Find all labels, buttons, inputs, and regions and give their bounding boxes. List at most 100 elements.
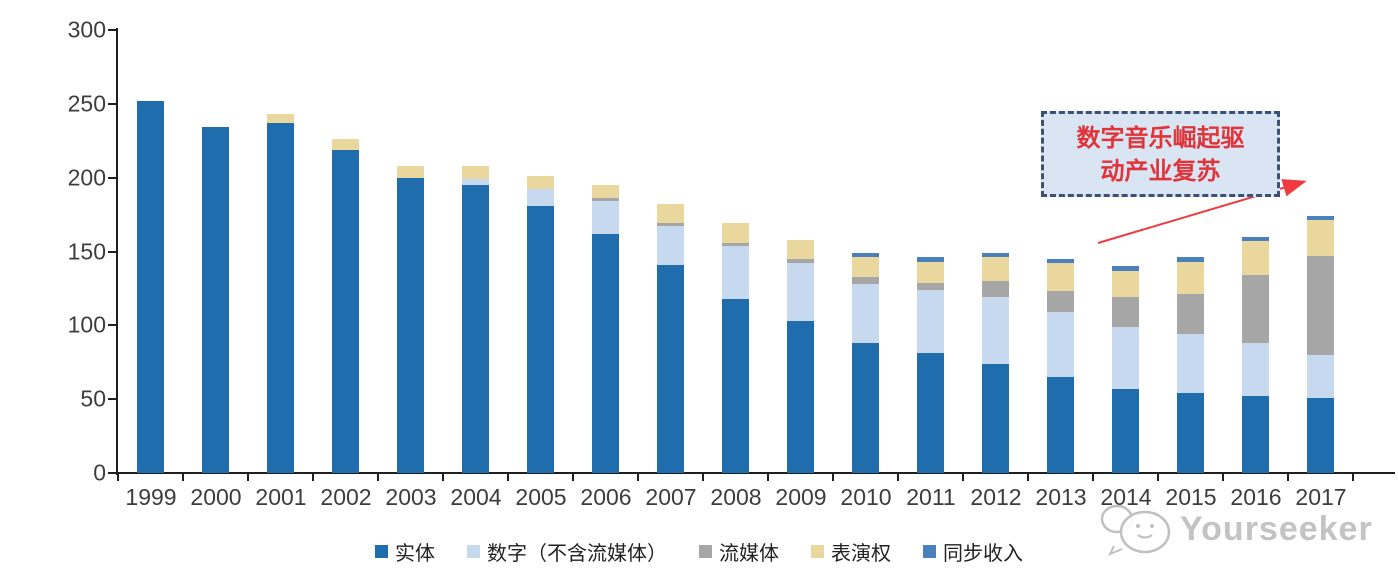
bar-segment xyxy=(592,185,619,199)
legend-label: 流媒体 xyxy=(719,541,779,565)
bar-2007 xyxy=(657,0,684,473)
bar-segment xyxy=(527,205,554,473)
x-axis-label: 2003 xyxy=(385,484,437,510)
x-axis-label: 2006 xyxy=(580,484,632,510)
bar-segment xyxy=(592,198,619,202)
bar-segment xyxy=(1307,397,1334,473)
bar-segment xyxy=(267,114,294,124)
y-axis-label: 50 xyxy=(80,385,106,412)
bar-2011 xyxy=(917,0,944,473)
bar-segment xyxy=(917,282,944,290)
bar-segment xyxy=(202,127,229,473)
legend-swatch-icon xyxy=(699,545,712,558)
y-axis-tick xyxy=(108,250,116,253)
x-axis-tick xyxy=(1157,474,1159,481)
bar-2014 xyxy=(1112,0,1139,473)
bar-segment xyxy=(787,320,814,473)
bar-segment xyxy=(982,257,1009,282)
bar-2009 xyxy=(787,0,814,473)
x-axis-label: 2016 xyxy=(1230,484,1282,510)
bar-2002 xyxy=(332,0,359,473)
bar-segment xyxy=(137,100,164,473)
bar-segment xyxy=(852,276,879,284)
chart-legend: 实体 数字（不含流媒体） 流媒体 表演权 同步收入 xyxy=(0,537,1398,566)
bar-segment xyxy=(1112,270,1139,298)
legend-label: 实体 xyxy=(395,541,435,565)
x-axis-tick xyxy=(572,474,574,481)
bar-segment xyxy=(852,257,879,277)
bar-segment xyxy=(1242,275,1269,344)
x-axis-tick xyxy=(1352,474,1354,481)
x-axis-label: 2010 xyxy=(840,484,892,510)
annotation-callout-box: 数字音乐崛起驱 动产业复苏 xyxy=(1041,111,1280,197)
x-axis-label: 2012 xyxy=(970,484,1022,510)
bar-segment xyxy=(1242,241,1269,276)
bar-segment xyxy=(1242,236,1269,242)
bar-2016 xyxy=(1242,0,1269,473)
bar-segment xyxy=(1242,396,1269,473)
x-axis-tick xyxy=(507,474,509,481)
bar-2004 xyxy=(462,0,489,473)
bar-segment xyxy=(332,139,359,150)
x-axis-tick xyxy=(377,474,379,481)
legend-swatch-icon xyxy=(811,545,824,558)
bar-segment xyxy=(527,176,554,190)
legend-item-1: 数字（不含流媒体） xyxy=(467,537,667,566)
x-axis-label: 2015 xyxy=(1165,484,1217,510)
y-axis-tick xyxy=(108,102,116,105)
bar-segment xyxy=(527,189,554,206)
bar-segment xyxy=(722,298,749,473)
legend-label: 表演权 xyxy=(831,541,891,565)
bar-segment xyxy=(1177,261,1204,295)
x-axis-tick xyxy=(312,474,314,481)
bar-segment xyxy=(462,165,489,180)
bar-segment xyxy=(722,245,749,299)
y-axis-label: 200 xyxy=(67,164,106,191)
annotation-text-line1: 数字音乐崛起驱 xyxy=(1076,123,1245,152)
x-axis-label: 2013 xyxy=(1035,484,1087,510)
bar-segment xyxy=(1307,255,1334,355)
bar-segment xyxy=(852,343,879,473)
bar-segment xyxy=(657,226,684,265)
bar-segment xyxy=(1047,377,1074,473)
bar-segment xyxy=(267,123,294,473)
bar-segment xyxy=(397,177,424,473)
x-axis-tick xyxy=(962,474,964,481)
bar-segment xyxy=(1112,266,1139,271)
legend-item-4: 同步收入 xyxy=(923,537,1023,566)
bar-segment xyxy=(1177,393,1204,473)
bar-2003 xyxy=(397,0,424,473)
y-axis-label: 0 xyxy=(93,459,106,486)
legend-swatch-icon xyxy=(923,545,936,558)
x-axis-label: 2007 xyxy=(645,484,697,510)
x-axis-label: 2002 xyxy=(320,484,372,510)
bar-segment xyxy=(1177,334,1204,394)
x-axis-label: 2000 xyxy=(190,484,242,510)
bar-segment xyxy=(787,263,814,321)
bar-segment xyxy=(1112,326,1139,389)
y-axis-tick xyxy=(108,29,116,31)
bar-segment xyxy=(1307,220,1334,256)
bar-segment xyxy=(592,201,619,234)
bar-segment xyxy=(917,353,944,473)
x-axis-tick xyxy=(1092,474,1094,481)
legend-item-0: 实体 xyxy=(375,537,435,566)
legend-label: 数字（不含流媒体） xyxy=(487,541,667,565)
bar-segment xyxy=(1112,388,1139,473)
bar-segment xyxy=(982,297,1009,364)
x-axis-label: 2014 xyxy=(1100,484,1152,510)
bar-segment xyxy=(1242,343,1269,397)
bar-2006 xyxy=(592,0,619,473)
bar-segment xyxy=(1307,354,1334,398)
bar-2005 xyxy=(527,0,554,473)
legend-item-2: 流媒体 xyxy=(699,537,779,566)
x-axis-label: 2004 xyxy=(450,484,502,510)
legend-label: 同步收入 xyxy=(943,541,1023,565)
x-axis-tick xyxy=(767,474,769,481)
y-axis-line xyxy=(116,28,118,475)
legend-swatch-icon xyxy=(467,545,480,558)
bar-segment xyxy=(1307,216,1334,221)
bar-2001 xyxy=(267,0,294,473)
bar-segment xyxy=(1177,294,1204,335)
